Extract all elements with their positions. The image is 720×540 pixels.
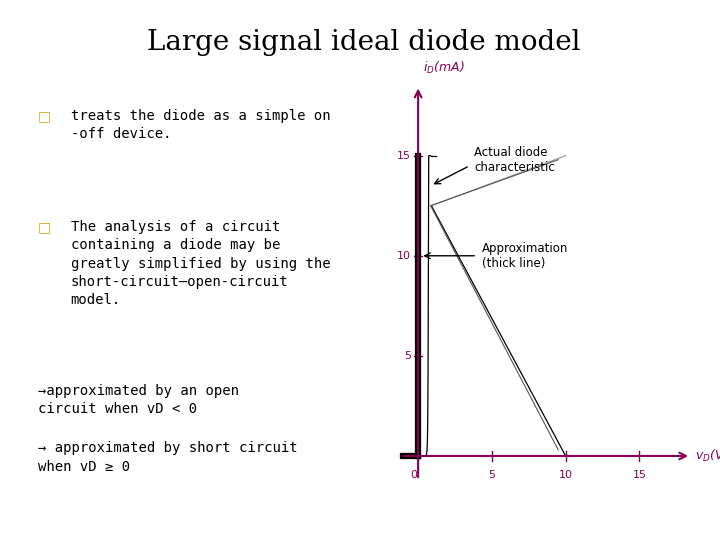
Text: 15: 15 (397, 151, 410, 161)
Text: 5: 5 (404, 351, 410, 361)
Text: □: □ (38, 220, 51, 234)
Text: 10: 10 (559, 470, 572, 480)
Text: Large signal ideal diode model: Large signal ideal diode model (147, 29, 581, 56)
Text: The analysis of a circuit
containing a diode may be
greatly simplified by using : The analysis of a circuit containing a d… (71, 220, 330, 307)
Text: $i_D$(mA): $i_D$(mA) (423, 59, 464, 76)
Text: □: □ (38, 109, 51, 123)
Text: → approximated by short circuit
when vD ≥ 0: → approximated by short circuit when vD … (38, 441, 298, 474)
Text: 0: 0 (410, 470, 417, 480)
Text: Actual diode
characteristic: Actual diode characteristic (474, 146, 555, 174)
Text: Approximation
(thick line): Approximation (thick line) (482, 242, 568, 270)
Text: 15: 15 (632, 470, 647, 480)
Text: $v_D$(V): $v_D$(V) (696, 448, 720, 464)
Text: 5: 5 (488, 470, 495, 480)
Text: →approximated by an open
circuit when vD < 0: →approximated by an open circuit when vD… (38, 383, 239, 416)
Text: 10: 10 (397, 251, 410, 261)
Text: treats the diode as a simple on
-off device.: treats the diode as a simple on -off dev… (71, 109, 330, 141)
